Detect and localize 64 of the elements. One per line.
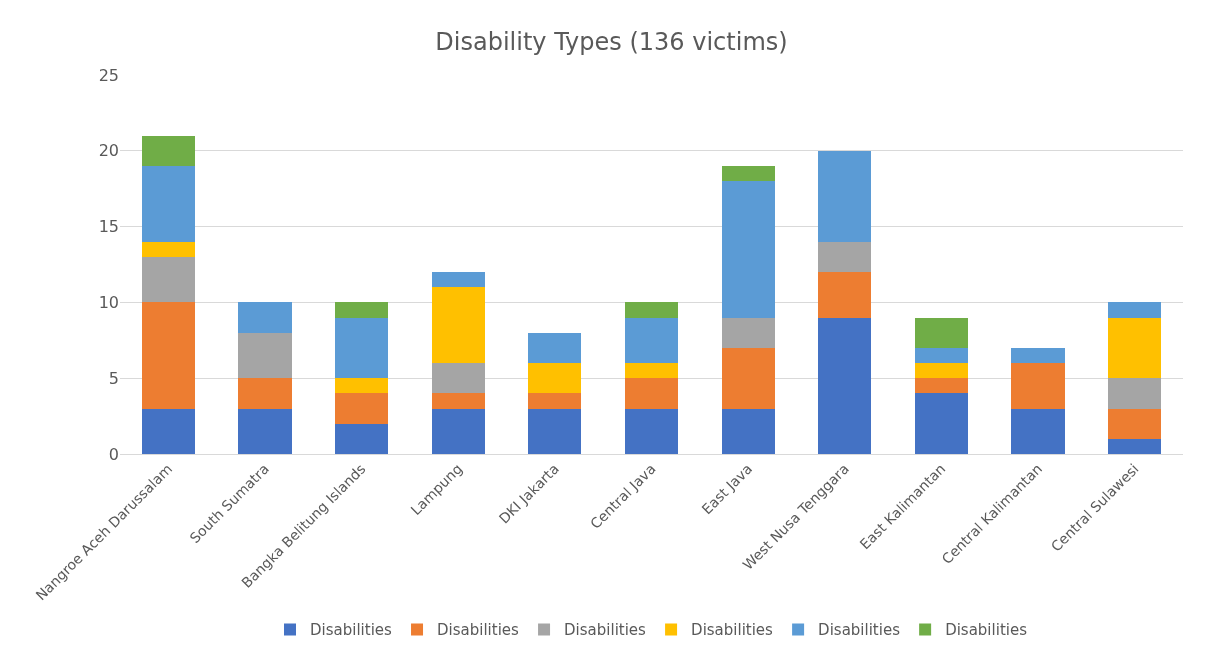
bar [528, 332, 582, 364]
bar [914, 378, 968, 394]
bar [335, 302, 389, 318]
bar [624, 302, 679, 318]
bar [238, 302, 292, 333]
legend-label: Disabilities [818, 621, 901, 640]
bar [624, 317, 679, 364]
bar [721, 181, 775, 318]
bar [141, 302, 195, 409]
bar [624, 363, 679, 379]
bar [1108, 378, 1162, 409]
bar [431, 393, 485, 409]
bar [818, 272, 872, 318]
bar [528, 408, 582, 454]
legend-label: Disabilities [945, 621, 1028, 640]
bar [1108, 438, 1162, 454]
bar [431, 272, 485, 288]
bar [141, 256, 195, 303]
y-tick-label: 25 [98, 65, 119, 85]
bar [431, 287, 485, 364]
bar [238, 378, 292, 409]
bar [721, 165, 775, 182]
bar [141, 241, 195, 257]
bar [335, 378, 389, 394]
bar [141, 135, 195, 166]
bar [721, 408, 775, 454]
y-tick-label: 0 [108, 444, 119, 464]
bar [1011, 363, 1065, 409]
bar [721, 317, 775, 348]
bar [914, 317, 968, 348]
bar [1108, 317, 1162, 379]
bar [914, 347, 968, 364]
bar [1108, 302, 1162, 318]
bar [914, 393, 968, 454]
bar [335, 423, 389, 454]
y-tick-label: 15 [98, 217, 119, 237]
bar [141, 165, 195, 242]
bar [721, 347, 775, 409]
bar [431, 363, 485, 394]
chart-title: Disability Types (136 victims) [435, 27, 788, 56]
bar [624, 408, 679, 454]
bar [431, 408, 485, 454]
bar [818, 150, 872, 242]
bar [1011, 347, 1065, 364]
y-tick-label: 5 [108, 368, 119, 388]
y-tick-label: 10 [98, 293, 119, 312]
bar [528, 363, 582, 394]
legend-label: Disabilities [564, 621, 647, 640]
bar [141, 408, 195, 454]
bar [335, 393, 389, 424]
bar [528, 393, 582, 409]
bar [1011, 408, 1065, 454]
bar [624, 378, 679, 409]
bar [914, 363, 968, 379]
y-tick-label: 20 [98, 141, 119, 161]
bar [238, 332, 292, 379]
bar [335, 317, 389, 379]
bar [818, 241, 872, 273]
legend-label: Disabilities [437, 621, 520, 640]
legend-label: Disabilities [691, 621, 774, 640]
bar [818, 317, 872, 454]
bar [238, 408, 292, 454]
legend-label: Disabilities [310, 621, 393, 640]
bar [1108, 408, 1162, 439]
